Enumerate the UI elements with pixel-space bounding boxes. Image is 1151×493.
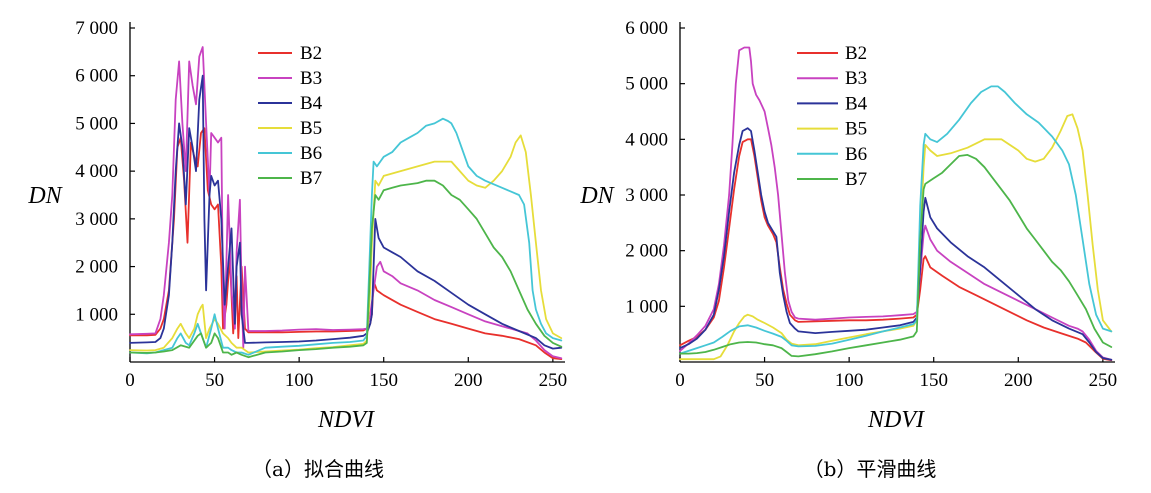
series-line-b4	[129, 74, 563, 350]
series-line-b3	[129, 46, 563, 360]
axes	[679, 22, 1115, 363]
x-tick-label: 150	[919, 370, 948, 391]
legend-label: B7	[845, 169, 867, 190]
legend-label: B4	[845, 93, 868, 114]
x-tick-label: 0	[675, 370, 685, 391]
chart-a: 1 000 2 000 3 000 4 000 5 000 6 000 7 000 0 50 1…	[27, 18, 567, 481]
legend-item-b3: B3	[797, 68, 867, 89]
legend-item-b4: B4	[797, 93, 868, 114]
series-lines	[129, 46, 563, 361]
y-tick-label: 5 000	[75, 113, 118, 134]
x-tick-label: 200	[454, 370, 483, 391]
y-tick-label: 3 000	[625, 185, 668, 206]
y-tick-label: 2 000	[625, 241, 668, 262]
legend: B2 B3 B4 B5 B6 B7	[797, 43, 868, 190]
series-line-b3	[679, 46, 1113, 361]
series-line-b6	[679, 85, 1113, 355]
y-tick-label: 2 000	[75, 257, 118, 278]
legend-item-b5: B5	[797, 119, 867, 140]
y-tick-label: 4 000	[75, 161, 118, 182]
legend-item-b6: B6	[258, 143, 322, 164]
legend-item-b2: B2	[797, 43, 867, 64]
y-tick-label: 4 000	[625, 129, 668, 150]
series-line-b4	[679, 127, 1113, 361]
series-line-b2	[679, 138, 1113, 362]
x-axis-label: NDVI	[867, 407, 925, 433]
legend-label: B3	[300, 68, 322, 89]
y-ticks: 1 000 2 000 3 000 4 000 5 000 6 000 7 000	[75, 18, 135, 325]
y-axis-label: DN	[27, 183, 63, 209]
y-tick-label: 7 000	[75, 18, 118, 39]
axes	[129, 22, 565, 363]
series-line-b5	[129, 134, 563, 354]
x-axis-label: NDVI	[317, 407, 375, 433]
legend-item-b7: B7	[258, 168, 322, 189]
series-line-b5	[679, 113, 1113, 361]
x-tick-label: 250	[539, 370, 568, 391]
y-tick-label: 6 000	[75, 66, 118, 87]
caption: （a）拟合曲线	[252, 457, 384, 481]
x-tick-label: 50	[205, 370, 224, 391]
legend-label: B2	[845, 43, 867, 64]
legend-label: B6	[300, 143, 322, 164]
legend-label: B3	[845, 68, 867, 89]
legend-label: B5	[300, 118, 322, 139]
x-tick-label: 100	[835, 370, 864, 391]
x-tick-label: 150	[369, 370, 398, 391]
y-tick-label: 5 000	[625, 74, 668, 95]
x-tick-label: 0	[125, 370, 135, 391]
x-tick-label: 100	[285, 370, 314, 391]
y-tick-label: 1 000	[625, 296, 668, 317]
y-ticks: 1 000 2 000 3 000 4 000 5 000 6 000	[625, 18, 685, 317]
legend-item-b4: B4	[258, 93, 323, 114]
legend-label: B2	[300, 43, 322, 64]
y-tick-label: 1 000	[75, 304, 118, 325]
legend-label: B4	[300, 93, 323, 114]
legend-item-b2: B2	[258, 43, 322, 64]
x-tick-label: 250	[1089, 370, 1118, 391]
x-tick-label: 50	[755, 370, 774, 391]
y-tick-label: 6 000	[625, 18, 668, 39]
legend-label: B7	[300, 168, 322, 189]
legend-item-b3: B3	[258, 68, 322, 89]
y-tick-label: 3 000	[75, 209, 118, 230]
legend-item-b6: B6	[797, 144, 867, 165]
series-line-b7	[679, 153, 1113, 358]
legend: B2 B3 B4 B5 B6 B7	[258, 43, 323, 189]
legend-label: B5	[845, 119, 867, 140]
series-lines	[679, 46, 1113, 362]
legend-item-b5: B5	[258, 118, 322, 139]
series-line-b6	[129, 117, 563, 356]
x-ticks: 0 50 100 150 200 250	[675, 357, 1117, 391]
legend-label: B6	[845, 144, 867, 165]
legend-item-b7: B7	[797, 169, 867, 190]
y-axis-label: DN	[579, 183, 615, 209]
caption: （b）平滑曲线	[804, 457, 937, 481]
x-ticks: 0 50 100 150 200 250	[125, 357, 567, 391]
series-line-b7	[129, 179, 563, 359]
x-tick-label: 200	[1004, 370, 1033, 391]
chart-b: 1 000 2 000 3 000 4 000 5 000 6 000 0 50 100 150…	[579, 18, 1117, 481]
